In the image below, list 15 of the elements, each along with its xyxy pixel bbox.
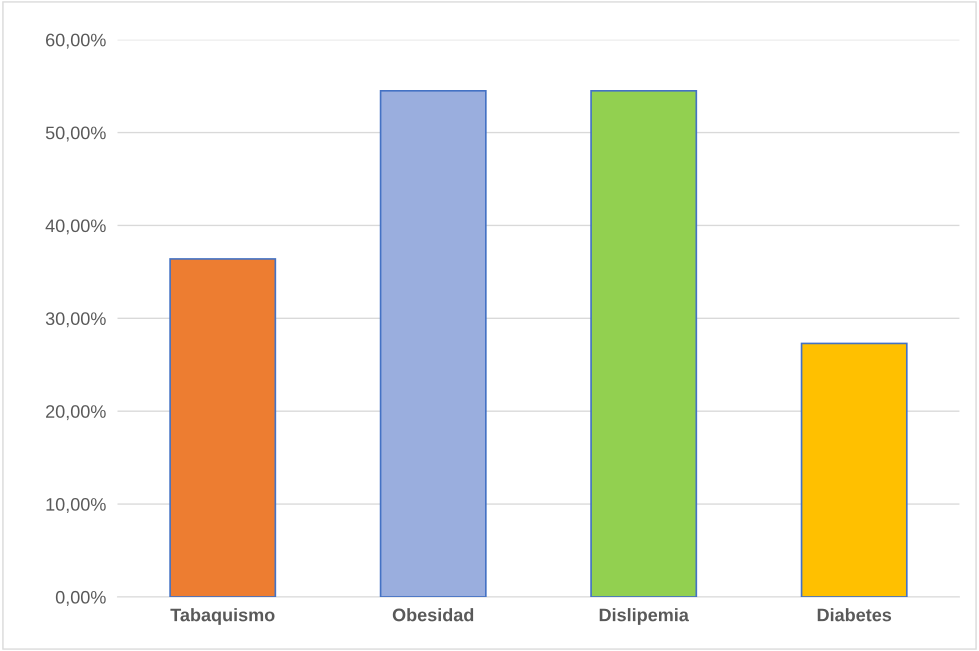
x-tick-label: Diabetes	[818, 608, 892, 622]
y-tick-label: 0,00%	[56, 590, 106, 606]
y-tick-label: 60,00%	[46, 34, 106, 49]
bar	[169, 258, 276, 597]
y-tick-label: 10,00%	[46, 498, 106, 513]
x-tick-label: Dislipemia	[600, 608, 689, 625]
y-tick-label: 50,00%	[46, 126, 106, 142]
x-tick-label: Tabaquismo	[170, 608, 275, 625]
y-tick-label: 40,00%	[46, 219, 106, 234]
bar	[800, 342, 908, 597]
bar	[380, 90, 487, 597]
y-tick-label: 30,00%	[46, 312, 106, 328]
y-tick-label: 20,00%	[46, 405, 106, 420]
x-tick-label: Obesidad	[392, 608, 474, 622]
bar	[590, 90, 698, 597]
